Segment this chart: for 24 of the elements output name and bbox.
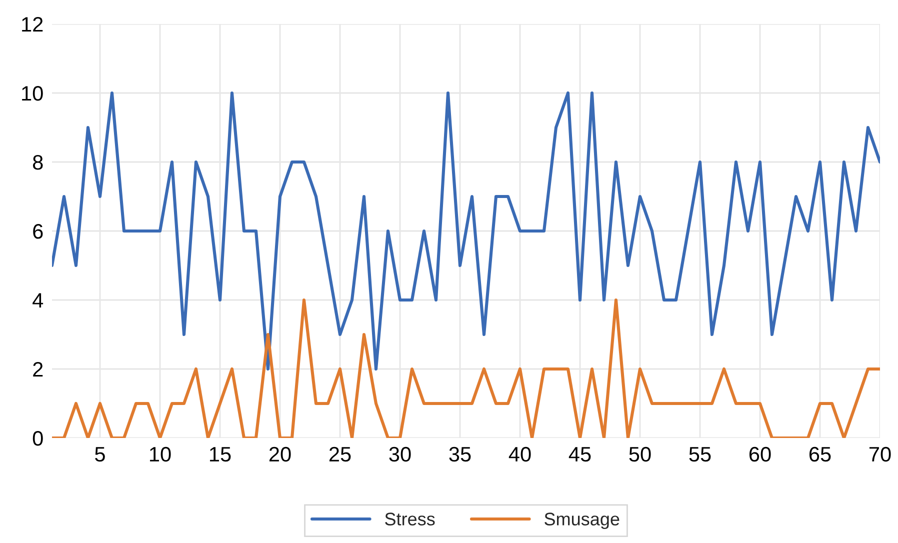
x-tick-label: 45 [568,447,591,462]
x-tick-label: 5 [95,447,105,462]
x-tick-label: 60 [749,446,771,462]
x-tick-label: 10 [150,446,171,462]
x-tick-label: 35 [449,446,471,462]
line-series [52,91,880,371]
x-tick-label: 65 [809,446,831,462]
x-tick-label: 15 [210,447,231,462]
x-tick-label: 20 [269,446,291,462]
x-tick-label: 40 [508,446,531,462]
x-tick-label: 55 [689,447,711,462]
y-tick-label: 0 [32,431,43,446]
legend-label: Stress [385,512,435,526]
y-tick-label: 10 [22,86,43,101]
y-tick-label: 12 [22,17,43,32]
y-tick-label: 6 [33,224,43,239]
x-tick-label: 70 [869,446,891,462]
x-tick-label: 25 [329,446,351,462]
x-tick-label: 30 [389,446,411,462]
x-tick-label: 50 [629,446,651,462]
y-tick-label: 2 [33,362,43,377]
y-tick-label: 4 [32,293,44,308]
y-tick-label: 8 [32,155,43,170]
legend-label: Smusage [544,512,620,530]
